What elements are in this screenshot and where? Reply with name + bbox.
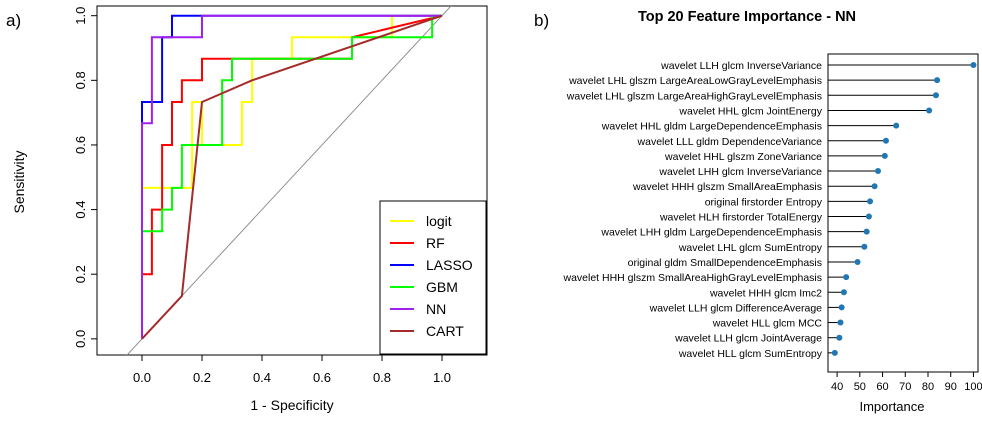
importance-x-tick-label: 70 bbox=[899, 381, 911, 393]
feature-label: wavelet LHH glcm InverseVariance bbox=[658, 166, 822, 178]
feature-point bbox=[867, 198, 874, 205]
roc-x-tick-label: 0.8 bbox=[373, 370, 391, 385]
roc-x-tick-label: 0.2 bbox=[193, 370, 211, 385]
feature-point bbox=[840, 289, 847, 296]
feature-point bbox=[865, 213, 872, 220]
feature-label: wavelet HHH glszm SmallAreaEmphasis bbox=[632, 181, 822, 193]
feature-point bbox=[881, 152, 888, 159]
importance-x-tick-label: 60 bbox=[876, 381, 888, 393]
roc-x-tick-label: 0.4 bbox=[253, 370, 271, 385]
roc-y-tick-label: 0.8 bbox=[73, 71, 88, 89]
roc-line-cart bbox=[141, 14, 443, 340]
feature-label: wavelet HHH glszm SmallAreaHighGrayLevel… bbox=[562, 272, 822, 284]
roc-x-tick-label: 0.0 bbox=[133, 370, 151, 385]
feature-label: wavelet HHL glcm JointEnergy bbox=[678, 105, 822, 117]
feature-label: wavelet HHH glcm Imc2 bbox=[709, 287, 822, 299]
feature-label: original gldm SmallDependenceEmphasis bbox=[628, 257, 822, 269]
roc-x-tick-label: 0.6 bbox=[313, 370, 331, 385]
roc-y-tick-label: 0.2 bbox=[73, 265, 88, 283]
feature-point bbox=[875, 168, 881, 175]
panel-a-tag: a) bbox=[6, 11, 21, 30]
roc-y-tick-label: 0.6 bbox=[73, 136, 88, 154]
feature-point bbox=[932, 92, 939, 99]
roc-y-axis-label: Sensitivity bbox=[11, 150, 27, 213]
importance-panel: b) Top 20 Feature Importance - NN wavele… bbox=[492, 0, 982, 417]
roc-chart: a) 0.0 0.2 0.4 0.6 0.8 1.0 0.0 0.2 0.4 0.6 0.8 1.0… bbox=[6, 5, 488, 413]
importance-plot-frame bbox=[827, 53, 979, 373]
roc-line-nn bbox=[141, 14, 442, 339]
roc-legend-label-rf: RF bbox=[426, 235, 445, 251]
roc-x-tick-label: 1.0 bbox=[433, 370, 451, 385]
importance-x-tick-label: 80 bbox=[922, 381, 934, 393]
feature-point bbox=[837, 319, 844, 326]
feature-point bbox=[882, 137, 889, 144]
roc-x-axis-label: 1 - Specificity bbox=[250, 397, 333, 413]
importance-x-tick-label: 100 bbox=[964, 381, 982, 393]
feature-point bbox=[831, 349, 838, 356]
roc-legend-label-nn: NN bbox=[426, 301, 446, 317]
importance-x-tick-label: 90 bbox=[945, 381, 957, 393]
importance-x-axis-label: Importance bbox=[859, 399, 924, 414]
roc-panel: a) 0.0 0.2 0.4 0.6 0.8 1.0 0.0 0.2 0.4 0.6 0.8 1.0… bbox=[0, 0, 492, 417]
feature-point bbox=[970, 62, 977, 68]
feature-label: wavelet LLH glcm JointAverage bbox=[674, 333, 822, 345]
feature-label: wavelet LLH glcm DifferenceAverage bbox=[649, 302, 823, 314]
roc-legend-label-gbm: GBM bbox=[426, 279, 458, 295]
feature-point bbox=[926, 107, 933, 114]
feature-point bbox=[861, 243, 868, 250]
feature-point bbox=[871, 183, 878, 190]
importance-x-tick-label: 50 bbox=[854, 381, 866, 393]
feature-point bbox=[843, 274, 850, 281]
feature-label: wavelet LHL glszm LargeAreaLowGrayLevelE… bbox=[568, 75, 822, 87]
feature-point bbox=[838, 304, 845, 311]
roc-y-tick-label: 0.0 bbox=[73, 330, 88, 348]
feature-label: original firstorder Entropy bbox=[705, 196, 823, 208]
feature-label: wavelet LHL glszm LargeAreaHighGrayLevel… bbox=[566, 90, 822, 102]
importance-chart-title: Top 20 Feature Importance - NN bbox=[638, 9, 856, 25]
roc-y-tick-label: 1.0 bbox=[73, 7, 88, 25]
roc-legend-box bbox=[379, 200, 487, 355]
feature-label: wavelet LLH glcm InverseVariance bbox=[660, 60, 822, 72]
feature-label: wavelet HLL glcm SumEntropy bbox=[678, 348, 823, 360]
importance-x-tick-label: 40 bbox=[831, 381, 843, 393]
feature-label: wavelet HLH firstorder TotalEnergy bbox=[659, 212, 823, 224]
feature-point bbox=[893, 122, 900, 129]
feature-point bbox=[863, 228, 870, 235]
roc-legend-label-cart: CART bbox=[426, 323, 464, 339]
roc-y-tick-label: 0.4 bbox=[73, 201, 88, 219]
feature-point bbox=[854, 258, 861, 265]
feature-point bbox=[836, 334, 843, 341]
feature-label: wavelet LHH gldm LargeDependenceEmphasis bbox=[600, 227, 822, 239]
feature-label: wavelet LLL gldm DependenceVariance bbox=[637, 136, 823, 148]
panel-b-tag: b) bbox=[534, 11, 549, 30]
roc-legend-label-lasso: LASSO bbox=[426, 257, 473, 273]
feature-label: wavelet HLL glcm MCC bbox=[712, 318, 823, 330]
feature-label: wavelet LHL glcm SumEntropy bbox=[678, 242, 823, 254]
roc-legend: logit RF LASSO GBM NN CART bbox=[379, 200, 487, 355]
roc-legend-label-logit: logit bbox=[426, 213, 452, 229]
feature-point bbox=[934, 77, 941, 84]
feature-label: wavelet HHL glszm ZoneVariance bbox=[664, 151, 822, 163]
importance-chart: b) Top 20 Feature Importance - NN wavele… bbox=[534, 9, 982, 414]
feature-label: wavelet HHL gldm LargeDependenceEmphasis bbox=[601, 121, 822, 133]
